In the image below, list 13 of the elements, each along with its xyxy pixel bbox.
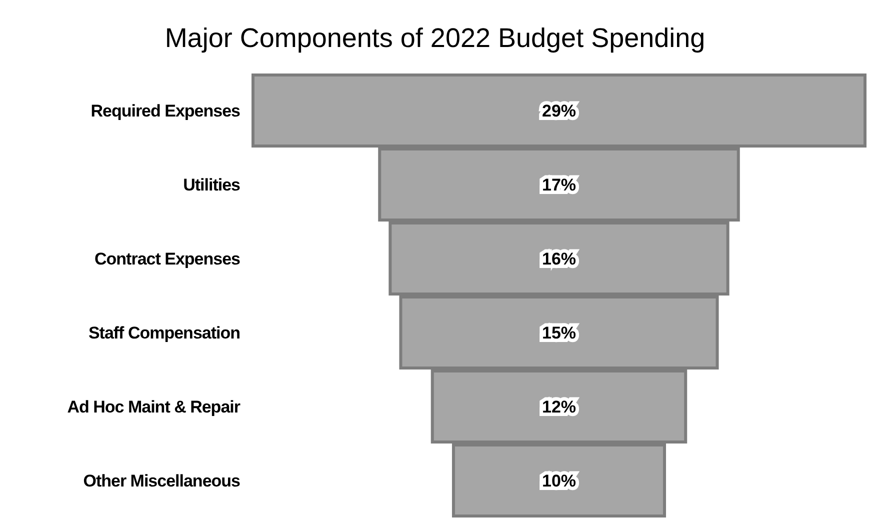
- data-label: 16%: [542, 249, 576, 268]
- category-label: Required Expenses: [90, 101, 240, 120]
- category-label: Staff Compensation: [88, 323, 240, 342]
- category-label: Ad Hoc Maint & Repair: [67, 397, 241, 416]
- data-label: 17%: [542, 175, 576, 194]
- data-label: 12%: [542, 397, 576, 416]
- text: Major Components of 2022 Budget Spending: [164, 23, 706, 53]
- category-label: Contract Expenses: [94, 249, 240, 268]
- category-label: Other Miscellaneous: [83, 471, 240, 490]
- data-label: 10%: [542, 471, 576, 490]
- data-label: 15%: [542, 323, 576, 342]
- category-label: Utilities: [183, 175, 240, 194]
- data-label: 29%: [542, 101, 576, 120]
